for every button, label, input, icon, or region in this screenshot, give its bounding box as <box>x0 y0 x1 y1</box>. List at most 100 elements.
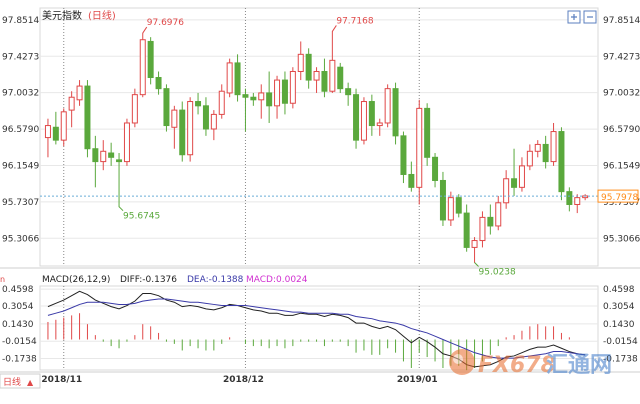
candle-body <box>242 94 249 98</box>
candle-body <box>139 39 146 96</box>
candle-body <box>558 131 565 193</box>
candle-body <box>258 92 265 101</box>
candle-body <box>60 111 67 141</box>
candle-body <box>123 122 130 163</box>
candle-body <box>574 197 581 206</box>
candle-body <box>76 85 83 101</box>
candle-body <box>432 156 439 181</box>
macd-header: MACD(26,12,9) DIFF:-0.1376 DEA:-0.1388 M… <box>42 275 308 285</box>
candle-body <box>313 70 320 81</box>
last-price-line: 95.7978 <box>40 189 639 203</box>
candle-body <box>116 159 123 163</box>
price-y-tick-right: 95.7307 <box>603 198 640 208</box>
annotation-leader <box>118 206 124 212</box>
candle-body <box>163 88 170 127</box>
macd-dea-label: DEA:-0.1388 <box>187 275 244 285</box>
date-tick-label: 2018/11 <box>41 375 82 385</box>
macd-diff-label: DIFF:-0.1376 <box>120 275 177 285</box>
candle-body <box>526 150 533 167</box>
edge-mark: n <box>0 275 5 284</box>
candle-body <box>305 53 312 81</box>
candle-body <box>566 191 573 206</box>
candle-body <box>337 66 344 90</box>
price-y-tick-left: 95.7307 <box>2 198 39 208</box>
watermark-logo-icon <box>449 349 475 375</box>
zoom-in-icon-glyph <box>571 14 577 20</box>
candle-body <box>392 88 399 137</box>
macd-y-tick-right: 0.4598 <box>603 285 635 295</box>
watermark-cn-text: 汇通网 <box>546 353 612 378</box>
candle-body <box>424 107 431 158</box>
candle-body <box>147 40 154 78</box>
candle-body <box>439 179 446 221</box>
annotation-high-label: 97.7168 <box>336 16 373 26</box>
price-y-tick-left: 96.1549 <box>2 161 39 171</box>
annotation-high-label: 97.6976 <box>147 18 184 28</box>
price-y-tick-right: 96.1549 <box>603 161 640 171</box>
watermark-fx-text: FX678 <box>478 353 556 378</box>
macd-diff-line <box>47 290 586 368</box>
candle-body <box>202 105 209 130</box>
price-y-tick-left: 97.8514 <box>2 16 39 26</box>
watermark: FX678 汇通网 <box>449 349 612 378</box>
candle-body <box>250 96 257 101</box>
candle-body <box>479 216 486 242</box>
macd-y-tick-left: 0.1430 <box>2 320 34 330</box>
macd-y-tick-left: -0.1738 <box>2 355 37 365</box>
annotation-leader <box>474 262 479 267</box>
annotation-low-label: 95.6745 <box>123 212 160 222</box>
month-separators <box>63 8 420 370</box>
price-y-tick-left: 97.4273 <box>2 52 39 62</box>
candle-body <box>100 150 107 163</box>
annotation-low-label: 95.0238 <box>479 268 516 278</box>
macd-panel-frame <box>39 285 599 371</box>
candle-body <box>187 101 194 156</box>
toolbar <box>567 10 597 24</box>
candle-body <box>416 107 423 188</box>
candle-body <box>92 148 99 163</box>
candle-body <box>155 76 162 90</box>
candle-body <box>108 152 115 158</box>
price-y-tick-right: 95.3066 <box>603 234 640 244</box>
candle-body <box>487 216 494 227</box>
candle-body <box>518 165 525 188</box>
macd-dea-line <box>47 298 586 359</box>
period-selector-arrow-icon[interactable]: ▲ <box>27 378 34 387</box>
candle-body <box>195 101 202 107</box>
candle-body <box>44 125 51 139</box>
price-y-tick-left: 97.0032 <box>2 89 39 99</box>
date-tick-label: 2018/12 <box>223 375 264 385</box>
macd-y-tick-left: 0.4598 <box>2 285 34 295</box>
candle-body <box>455 197 462 214</box>
candle-body <box>463 212 470 248</box>
period-selector[interactable]: 日线 ▲ <box>0 373 41 389</box>
price-panel-frame <box>39 7 599 267</box>
candle-body <box>289 70 296 104</box>
candle-body <box>384 88 391 124</box>
macd-y-tick-right: 0.3054 <box>603 302 635 312</box>
macd-y-tick-left: -0.0154 <box>2 337 37 347</box>
candle-body <box>447 197 454 221</box>
candle-body <box>171 109 178 128</box>
date-axis: 2018/11 2018/12 2019/01 <box>41 375 437 385</box>
price-y-ticks: 97.8514 97.8514 97.4273 97.4273 97.0032 97.00… <box>2 16 640 244</box>
price-y-tick-right: 97.8514 <box>603 16 640 26</box>
macd-y-ticks: 0.4598 0.4598 0.3054 0.3054 0.1430 0.1430 -0.0… <box>2 285 638 364</box>
candle-body <box>321 70 328 92</box>
macd-params: MACD(26,12,9) <box>42 275 110 285</box>
candle-body <box>345 88 352 96</box>
candle-body <box>297 53 304 72</box>
candle-body <box>329 59 336 92</box>
annotation-leader <box>142 26 148 34</box>
period-selector-label[interactable]: 日线 <box>3 376 21 388</box>
candle-body <box>68 96 75 111</box>
candle-body <box>274 79 281 107</box>
candle-body <box>511 178 518 188</box>
candle-body <box>179 109 186 156</box>
candle-body <box>226 62 233 94</box>
price-y-tick-left: 96.5790 <box>2 125 39 135</box>
candle-body <box>218 90 225 115</box>
period-selector-box[interactable] <box>0 373 41 389</box>
